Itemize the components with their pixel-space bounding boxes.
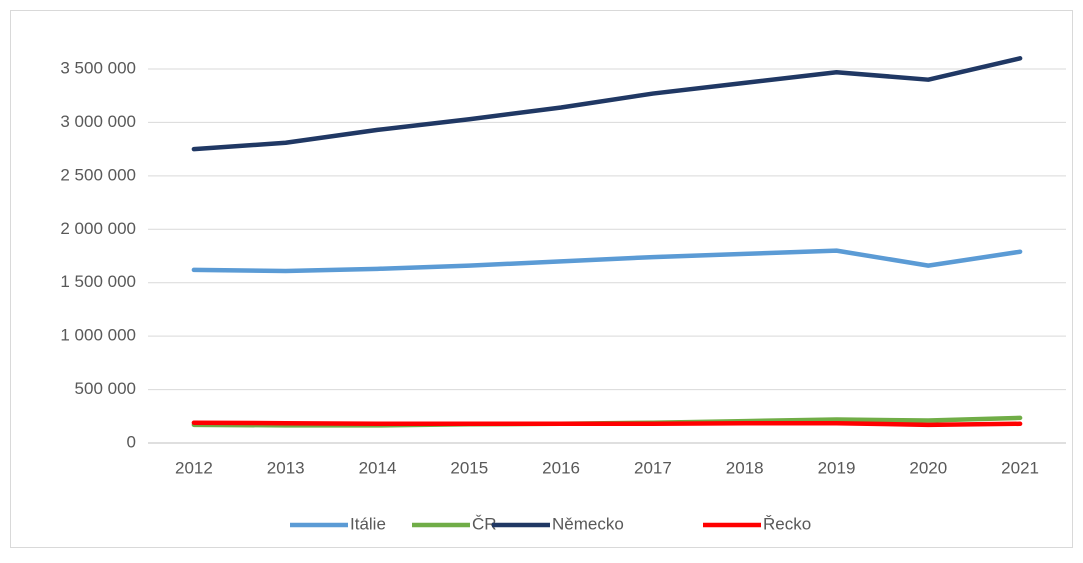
y-tick-label: 2 000 000 <box>60 219 136 238</box>
x-tick-label: 2017 <box>634 458 672 477</box>
series-line <box>191 248 1023 274</box>
x-tick-label: 2012 <box>175 458 213 477</box>
y-tick-label: 1 000 000 <box>60 326 136 345</box>
y-tick-label: 3 500 000 <box>60 58 136 77</box>
x-tick-label: 2020 <box>909 458 947 477</box>
series-line <box>191 56 1023 152</box>
x-tick-label: 2021 <box>1001 458 1039 477</box>
y-tick-label: 1 500 000 <box>60 272 136 291</box>
y-tick-label: 0 <box>127 432 136 451</box>
x-tick-label: 2016 <box>542 458 580 477</box>
x-tick-label: 2018 <box>726 458 764 477</box>
chart-border <box>10 10 1073 548</box>
x-tick-label: 2019 <box>818 458 856 477</box>
y-tick-label: 2 500 000 <box>60 165 136 184</box>
y-tick-label: 500 000 <box>75 379 136 398</box>
x-tick-label: 2013 <box>267 458 305 477</box>
x-tick-label: 2014 <box>359 458 397 477</box>
x-tick-label: 2015 <box>450 458 488 477</box>
y-tick-label: 3 000 000 <box>60 112 136 131</box>
series-line <box>191 420 1023 428</box>
legend-label: ČR <box>472 514 497 533</box>
legend-label: Řecko <box>763 514 811 533</box>
legend-label: Itálie <box>350 514 386 533</box>
legend-label: Německo <box>552 514 624 533</box>
